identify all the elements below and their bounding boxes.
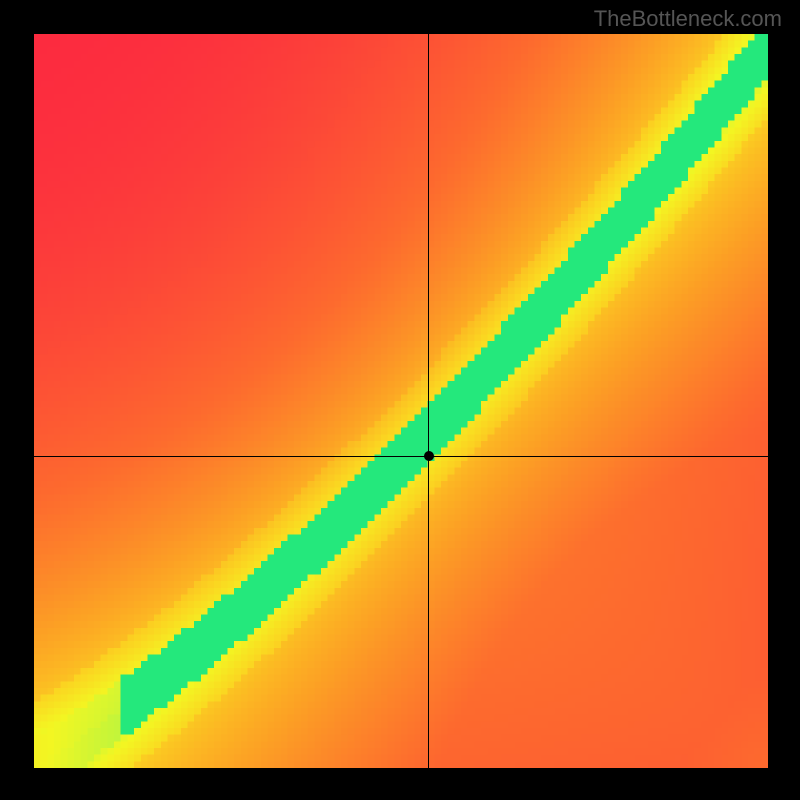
crosshair-horizontal bbox=[34, 456, 768, 457]
chart-container: TheBottleneck.com bbox=[0, 0, 800, 800]
crosshair-vertical bbox=[428, 34, 429, 768]
plot-border bbox=[0, 0, 800, 800]
data-point-marker bbox=[424, 451, 434, 461]
watermark-text: TheBottleneck.com bbox=[594, 6, 782, 32]
